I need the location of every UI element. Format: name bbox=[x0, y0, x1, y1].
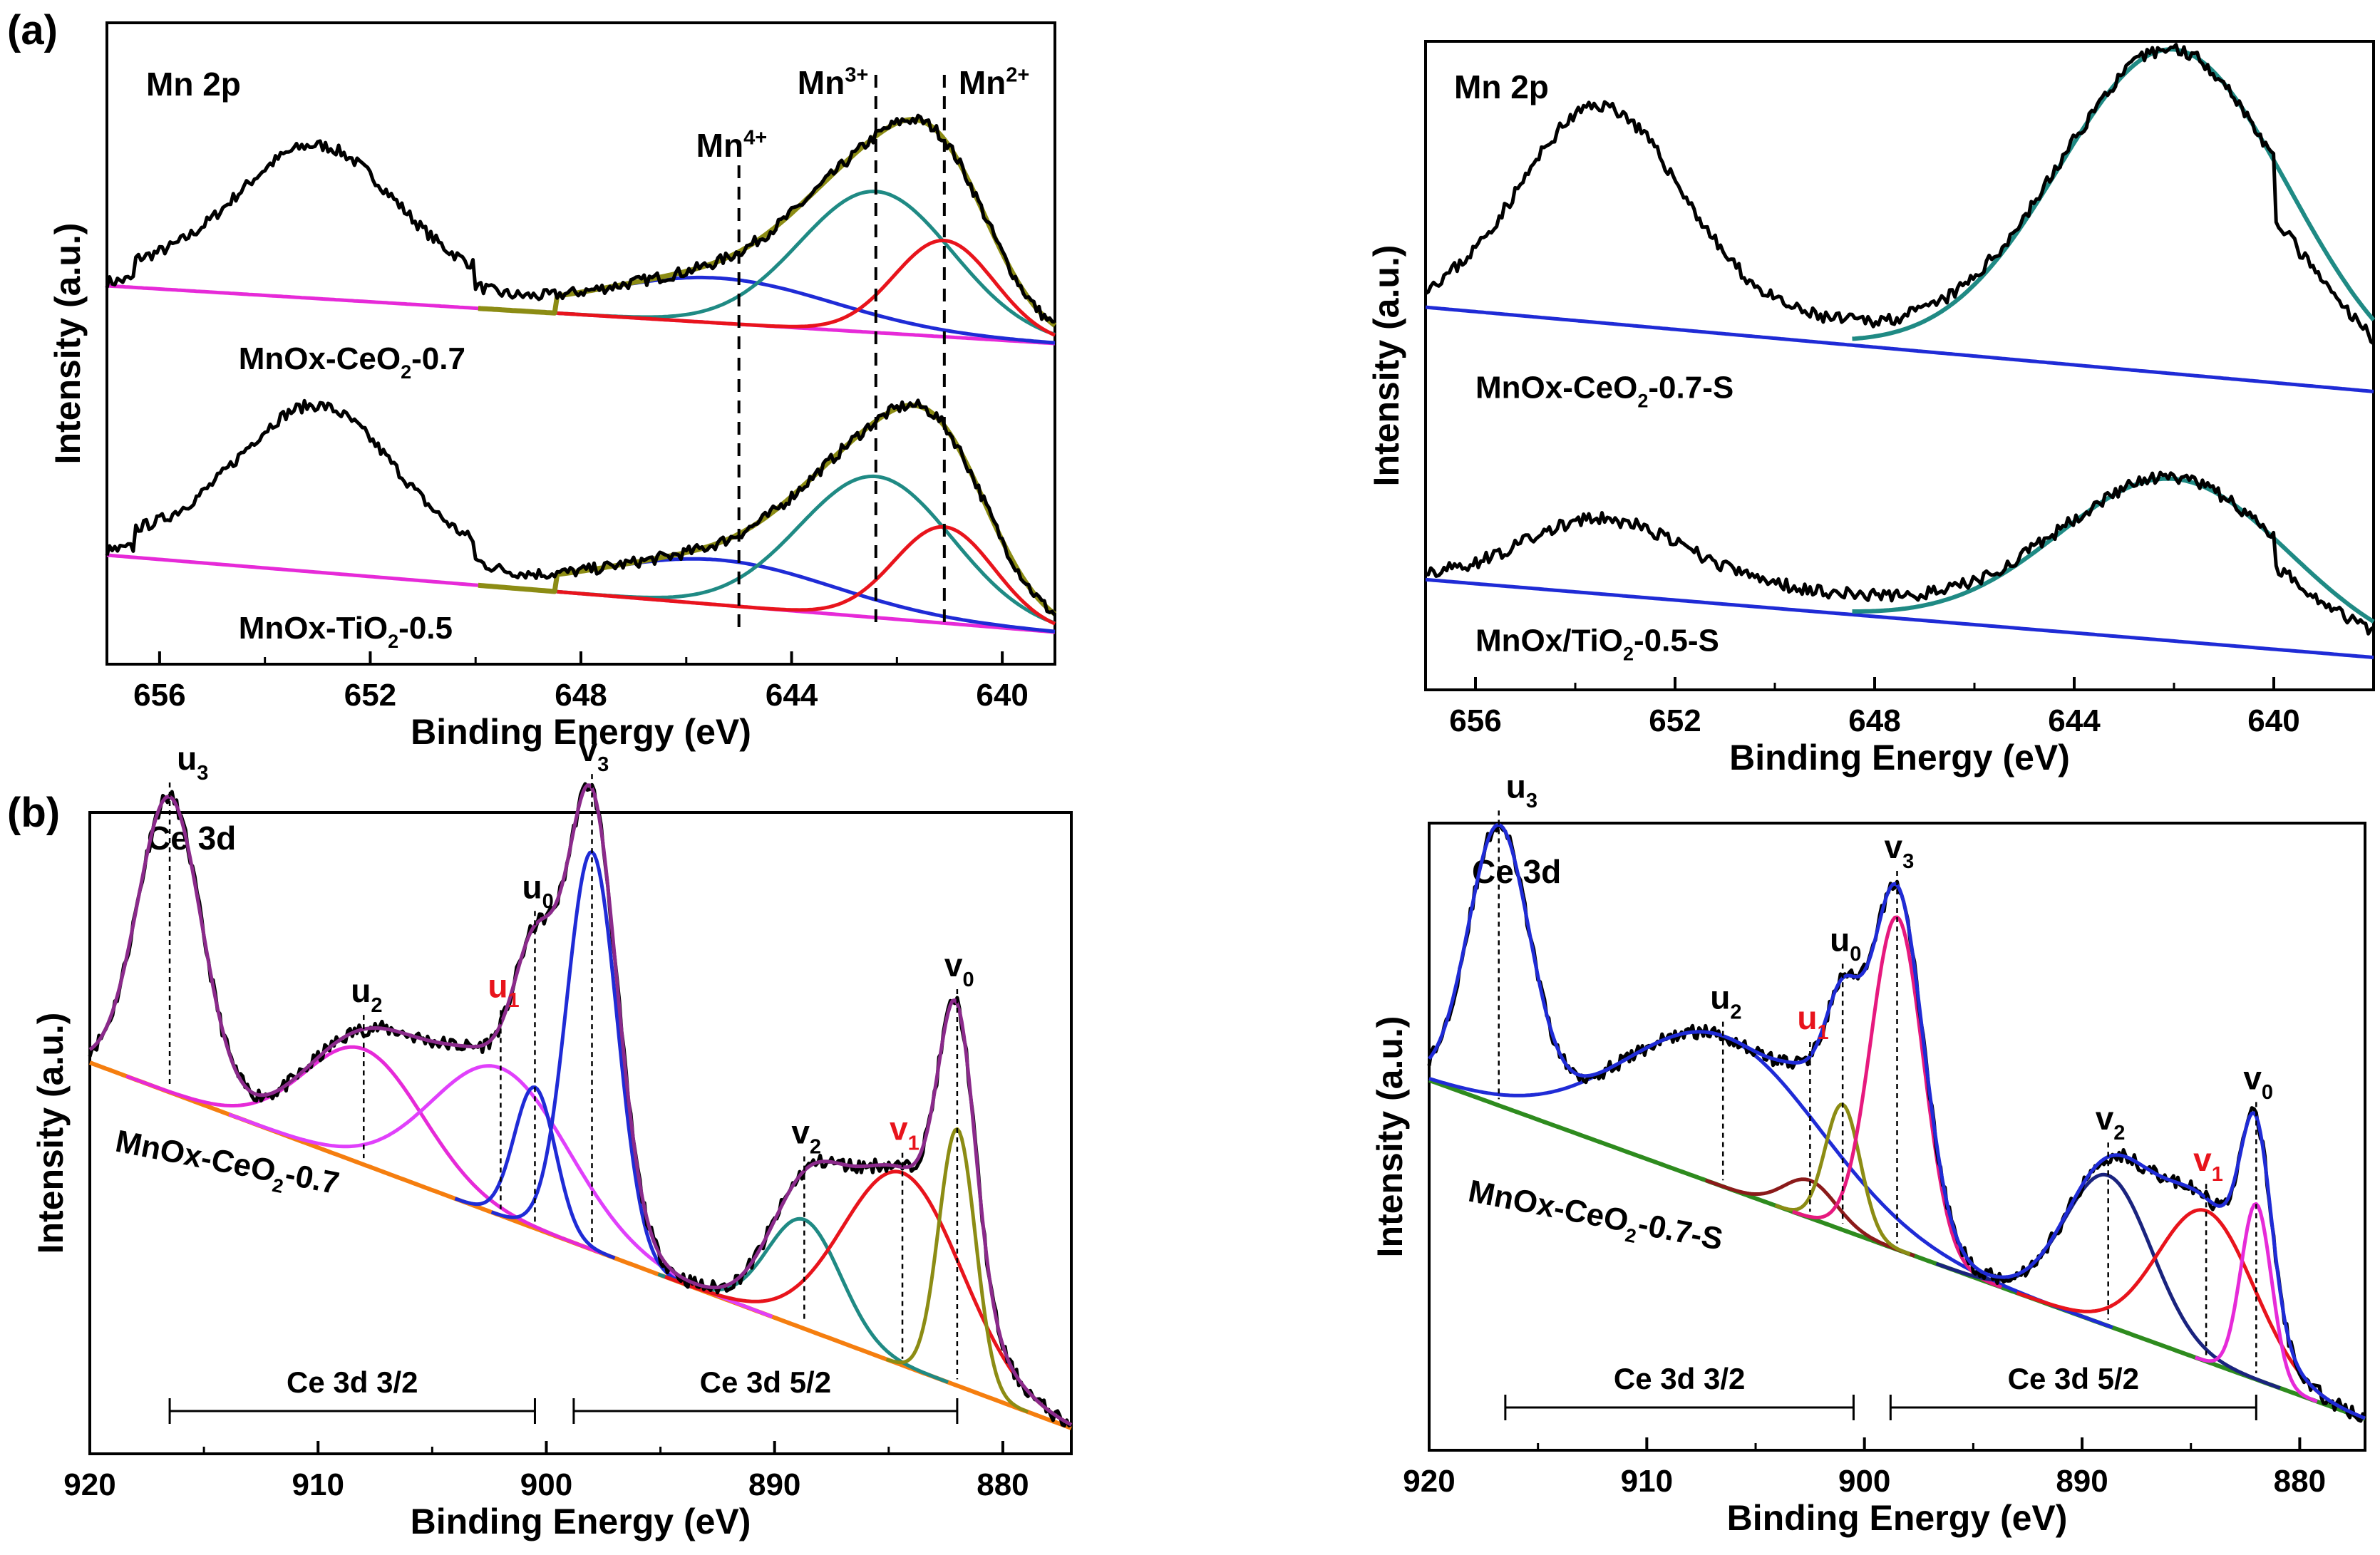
marker-label: Mn2+ bbox=[959, 64, 1030, 101]
y-axis-title: Intensity (a.u.) bbox=[1366, 245, 1406, 487]
peak-label: u0 bbox=[522, 868, 553, 913]
peak-label: v1 bbox=[2193, 1141, 2223, 1186]
plot-frame bbox=[88, 811, 1073, 1455]
peak-label: v1 bbox=[890, 1110, 919, 1155]
peak-label: v3 bbox=[1885, 828, 1915, 873]
range-label: Ce 3d 5/2 bbox=[700, 1365, 831, 1399]
peak-label: v2 bbox=[2096, 1100, 2126, 1145]
component-v1 bbox=[664, 1169, 1073, 1427]
background-line bbox=[1425, 577, 2374, 659]
chart-ce3d-fresh: 920 910 900 890 880 Binding Energy (eV) Intens… bbox=[31, 731, 1073, 1541]
x-tick-label: 640 bbox=[2247, 703, 2299, 738]
panel-title: Mn 2p bbox=[1454, 68, 1549, 105]
sample-label: MnOx/TiO2-0.5-S bbox=[1475, 623, 1719, 664]
raw-spectrum bbox=[1425, 470, 2375, 636]
x-tick-label: 656 bbox=[1449, 703, 1501, 738]
mn2-component bbox=[557, 525, 1056, 626]
component-u2 bbox=[1428, 1030, 2113, 1330]
x-tick-label: 652 bbox=[344, 678, 396, 713]
peak-label: u3 bbox=[177, 740, 208, 785]
x-tick-label: 890 bbox=[748, 1467, 800, 1502]
fit-curve bbox=[1852, 476, 2375, 624]
y-axis-title: Intensity (a.u.) bbox=[31, 1013, 71, 1254]
panel-b-label: (b) bbox=[7, 790, 60, 836]
x-tick-label: 920 bbox=[1403, 1464, 1455, 1499]
x-axis-title: Binding Energy (eV) bbox=[1729, 738, 2070, 778]
marker-label: Mn4+ bbox=[696, 127, 768, 164]
raw-spectrum bbox=[1424, 43, 2375, 346]
marker-label: Mn3+ bbox=[798, 64, 869, 101]
x-tick-label: 640 bbox=[976, 678, 1028, 713]
plot-frame bbox=[1428, 822, 2366, 1452]
x-tick-label: 644 bbox=[2048, 703, 2101, 738]
background-line bbox=[1425, 305, 2374, 393]
x-tick-label: 880 bbox=[2274, 1464, 2326, 1499]
peak-label: u0 bbox=[1830, 921, 1861, 966]
raw-spectrum bbox=[105, 398, 1057, 616]
sample-label: MnOx-TiO2-0.5 bbox=[239, 611, 453, 652]
fit-envelope bbox=[1428, 822, 2366, 1420]
x-tick-label: 890 bbox=[2056, 1464, 2108, 1499]
panel-title: Ce 3d bbox=[147, 820, 236, 857]
chart-mn2p-sulfated: 656 652 648 644 640 Binding Energy (eV) Intens… bbox=[1366, 40, 2376, 778]
component-v3 bbox=[1792, 915, 2003, 1289]
component-u1 bbox=[1704, 1177, 1915, 1258]
x-tick-label: 656 bbox=[133, 678, 185, 713]
peak-label: u2 bbox=[351, 972, 382, 1017]
mn2-component bbox=[557, 239, 1056, 337]
component-u2 bbox=[125, 1045, 602, 1255]
x-axis-title: Binding Energy (eV) bbox=[1727, 1498, 2068, 1538]
x-axis-title: Binding Energy (eV) bbox=[411, 712, 751, 752]
sample-0: MnOx-CeO2-0.7 bbox=[105, 113, 1057, 383]
component-v2 bbox=[657, 1216, 949, 1384]
x-tick-label: 920 bbox=[63, 1467, 115, 1502]
x-tick-label: 644 bbox=[766, 678, 818, 713]
peak-label: u2 bbox=[1710, 979, 1741, 1024]
sample-1: MnOx-TiO2-0.5 bbox=[105, 398, 1057, 652]
sample-0: MnOx-CeO2-0.7-S bbox=[1424, 43, 2376, 412]
fit-curve bbox=[1852, 47, 2376, 341]
x-tick-label: 910 bbox=[292, 1467, 344, 1502]
y-axis-title: Intensity (a.u.) bbox=[48, 223, 88, 465]
x-tick-label: 900 bbox=[520, 1467, 572, 1502]
peak-label: v3 bbox=[579, 731, 609, 776]
peak-label: u1 bbox=[488, 967, 519, 1012]
sample-label: MnOx-CeO2-0.7 bbox=[111, 1124, 341, 1208]
range-label: Ce 3d 3/2 bbox=[287, 1365, 418, 1399]
y-axis-title: Intensity (a.u.) bbox=[1370, 1016, 1410, 1258]
sample-label: MnOx-CeO2-0.7-S bbox=[1475, 371, 1734, 412]
mn4-component bbox=[557, 275, 1056, 345]
fit-envelope bbox=[88, 783, 1073, 1427]
panel-a-label: (a) bbox=[7, 7, 58, 53]
panel-title: Mn 2p bbox=[146, 66, 241, 103]
peak-label: u3 bbox=[1506, 768, 1537, 812]
x-tick-label: 910 bbox=[1621, 1464, 1673, 1499]
range-label: Ce 3d 5/2 bbox=[2008, 1362, 2139, 1395]
peak-label: u1 bbox=[1797, 999, 1828, 1044]
fit-envelope bbox=[478, 403, 1057, 616]
chart-mn2p-fresh: 656 652 648 644 640 Binding Energy (eV) Intens… bbox=[48, 21, 1057, 752]
chart-ce3d-sulfated: 920 910 900 890 880 Binding Energy (eV) Intens… bbox=[1370, 768, 2366, 1538]
component-v0 bbox=[2194, 1202, 2318, 1403]
raw-spectrum bbox=[105, 113, 1056, 324]
x-tick-label: 900 bbox=[1838, 1464, 1890, 1499]
plot-frame bbox=[1424, 40, 2375, 691]
x-tick-label: 648 bbox=[1848, 703, 1900, 738]
x-tick-label: 652 bbox=[1649, 703, 1701, 738]
sample-1: MnOx/TiO2-0.5-S bbox=[1425, 470, 2375, 665]
peak-label: v2 bbox=[791, 1114, 821, 1159]
x-axis-title: Binding Energy (eV) bbox=[411, 1502, 751, 1541]
range-label: Ce 3d 3/2 bbox=[1614, 1362, 1745, 1395]
sample-label: MnOx-CeO2-0.7-S bbox=[1464, 1174, 1726, 1264]
sample-label: MnOx-CeO2-0.7 bbox=[239, 341, 465, 383]
peak-label: v0 bbox=[944, 946, 974, 991]
x-tick-label: 880 bbox=[977, 1467, 1029, 1502]
x-tick-label: 648 bbox=[555, 678, 607, 713]
peak-label: v0 bbox=[2243, 1059, 2273, 1104]
